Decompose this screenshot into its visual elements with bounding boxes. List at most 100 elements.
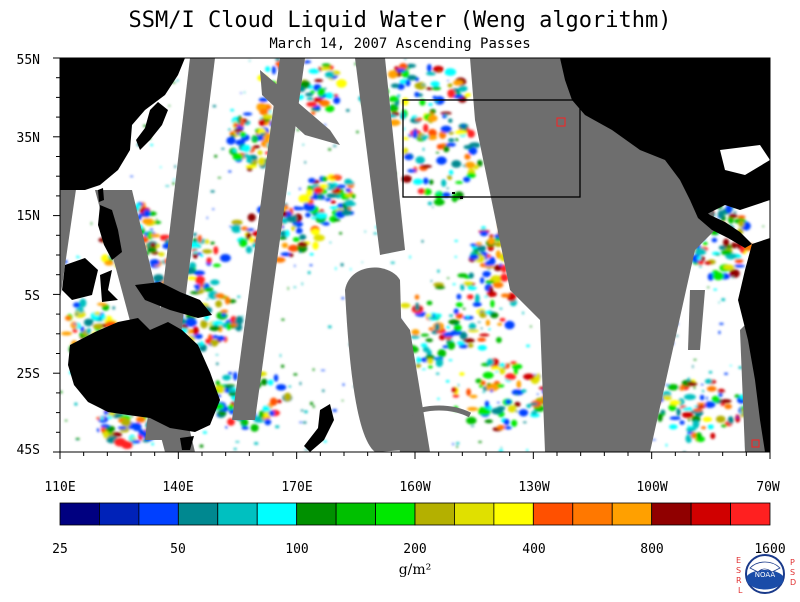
cloud-blob	[477, 345, 487, 351]
cloud-blob	[298, 194, 311, 203]
cloud-speck	[206, 298, 209, 300]
cloud-speck	[404, 69, 408, 71]
cloud-blob	[421, 164, 433, 168]
cloud-speck	[397, 94, 400, 98]
cloud-speck	[108, 255, 112, 259]
cloud-blob	[308, 68, 320, 74]
cloud-speck	[176, 79, 179, 82]
cloud-blob	[479, 408, 491, 416]
colorbar-swatch	[454, 502, 495, 526]
cloud-blob	[479, 277, 485, 284]
cloud-speck	[288, 385, 291, 388]
cloud-speck	[217, 177, 221, 179]
cloud-blob	[195, 275, 205, 285]
cloud-blob	[693, 408, 703, 412]
lon-label-160w: 160W	[399, 480, 431, 495]
cloud-blob	[310, 90, 316, 94]
cloud-speck	[76, 256, 81, 258]
cloud-blob	[426, 71, 436, 76]
cloud-speck	[740, 411, 743, 414]
cloud-speck	[214, 155, 218, 158]
cloud-blob	[706, 386, 717, 392]
cloud-blob	[487, 237, 495, 245]
cloud-speck	[112, 306, 115, 310]
cloud-blob	[222, 374, 232, 381]
cloud-blob	[426, 300, 433, 306]
cloud-blob	[499, 273, 509, 282]
cloud-speck	[537, 393, 539, 395]
cloud-blob	[114, 437, 126, 447]
cloud-blob	[283, 392, 292, 402]
cloud-blob	[429, 316, 438, 320]
cloud-blob	[425, 354, 435, 361]
cloud-blob	[477, 245, 487, 252]
axis-ticks	[53, 57, 771, 459]
cloud-speck	[438, 70, 441, 72]
cloud-blob	[143, 209, 151, 218]
cloud-speck	[454, 240, 458, 242]
cloud-blob	[466, 388, 471, 397]
cloud-speck	[515, 393, 518, 396]
cloud-speck	[199, 444, 204, 448]
cloud-blob	[221, 313, 226, 317]
cloud-blob	[459, 331, 468, 340]
cloud-speck	[436, 151, 439, 154]
cloud-blob	[715, 415, 726, 423]
cloud-speck	[676, 335, 679, 337]
cloud-blob	[707, 273, 714, 281]
colorbar-swatch	[59, 502, 100, 526]
asia-land	[60, 58, 185, 190]
cloud-speck	[421, 368, 426, 370]
cloud-blob	[723, 238, 730, 247]
cloud-blob	[419, 99, 426, 106]
cloud-blob	[467, 343, 474, 348]
cloud-speck	[235, 441, 240, 443]
cloud-blob	[287, 244, 300, 252]
cloud-blob	[486, 254, 492, 258]
cloud-blob	[245, 164, 258, 169]
cloud-speck	[708, 371, 713, 374]
colorbar-label-25: 25	[52, 542, 68, 557]
cloud-speck	[312, 368, 315, 371]
cloud-blob	[686, 427, 697, 432]
cloud-blob	[72, 328, 78, 333]
cloud-blob	[704, 261, 712, 265]
cloud-blob	[447, 175, 453, 180]
cloud-blob	[453, 308, 459, 315]
cloud-blob	[720, 249, 733, 256]
cloud-speck	[470, 425, 475, 427]
cloud-speck	[294, 224, 297, 228]
cloud-blob	[694, 247, 707, 256]
cloud-blob	[434, 285, 446, 290]
cloud-speck	[275, 425, 280, 429]
cloud-speck	[403, 127, 405, 131]
cloud-speck	[455, 138, 459, 142]
cloud-speck	[212, 208, 215, 210]
cloud-speck	[701, 383, 704, 386]
cloud-blob	[486, 358, 494, 366]
cloud-blob	[473, 165, 479, 170]
cloud-speck	[239, 241, 242, 244]
cloud-speck	[73, 323, 77, 325]
cloud-blob	[344, 178, 352, 185]
cloud-speck	[446, 326, 450, 329]
cloud-blob	[521, 389, 527, 393]
cloud-blob	[667, 384, 679, 391]
cloud-blob	[241, 426, 249, 430]
cloud-blob	[498, 363, 506, 368]
cloud-speck	[687, 424, 689, 427]
landmasses	[60, 58, 770, 452]
cloud-blob	[526, 404, 532, 408]
cloud-blob	[428, 179, 434, 185]
cloud-blob	[735, 414, 741, 423]
swath-gap-4	[232, 58, 305, 420]
cloud-blob	[452, 394, 460, 398]
cloud-blob	[209, 325, 221, 332]
cloud-blob	[65, 315, 72, 321]
cloud-speck	[665, 384, 669, 386]
cloud-speck	[428, 103, 433, 106]
cloud-blob	[469, 394, 478, 399]
cloud-speck	[206, 216, 208, 219]
cloud-blob	[490, 312, 499, 319]
